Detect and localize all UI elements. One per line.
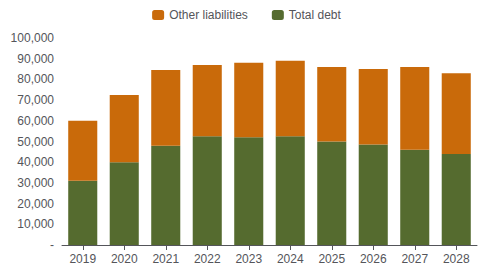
svg-text:2027: 2027 — [401, 252, 428, 266]
svg-text:2024: 2024 — [277, 252, 304, 266]
svg-text:10,000: 10,000 — [17, 217, 54, 231]
svg-text:Other liabilities: Other liabilities — [169, 8, 248, 22]
svg-text:2028: 2028 — [443, 252, 470, 266]
svg-text:90,000: 90,000 — [17, 52, 54, 66]
svg-text:2026: 2026 — [360, 252, 387, 266]
svg-text:100,000: 100,000 — [11, 31, 55, 45]
svg-text:2023: 2023 — [235, 252, 262, 266]
svg-text:2025: 2025 — [318, 252, 345, 266]
svg-text:50,000: 50,000 — [17, 135, 54, 149]
svg-text:2020: 2020 — [111, 252, 138, 266]
svg-text:40,000: 40,000 — [17, 155, 54, 169]
svg-text:70,000: 70,000 — [17, 93, 54, 107]
svg-text:20,000: 20,000 — [17, 197, 54, 211]
svg-text:2019: 2019 — [69, 252, 96, 266]
svg-text:2022: 2022 — [194, 252, 221, 266]
svg-text:Total debt: Total debt — [289, 8, 342, 22]
svg-text:60,000: 60,000 — [17, 114, 54, 128]
svg-text:-: - — [50, 238, 54, 252]
svg-text:2021: 2021 — [152, 252, 179, 266]
svg-text:30,000: 30,000 — [17, 176, 54, 190]
svg-text:80,000: 80,000 — [17, 72, 54, 86]
